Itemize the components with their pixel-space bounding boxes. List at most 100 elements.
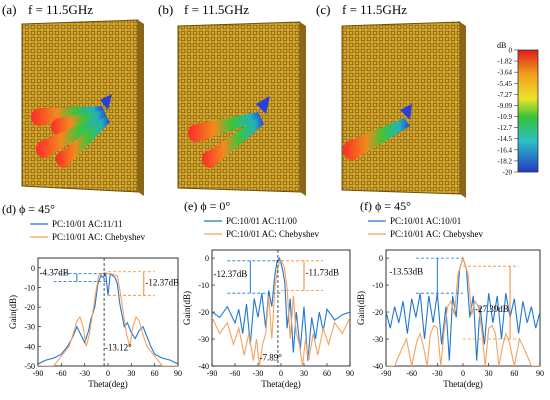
y-tick-label: -40 — [372, 362, 383, 371]
legend-entry: PC:10/01 AC:10/01 — [390, 216, 461, 226]
x-tick-label: 30 — [127, 369, 135, 378]
y-tick-label: -40 — [198, 362, 209, 371]
legend-entry: PC:10/01 AC: Chebyshev — [52, 232, 146, 242]
y-tick-label: -20 — [372, 308, 383, 317]
gain-plot-d: (d) ϕ = 45° PC:10/01 AC:11/11 PC:10/01 AC:… — [2, 202, 182, 389]
annotation-label: -13.53dB — [389, 266, 423, 276]
panel-b-3d-pattern: (b) f = 11.5GHz — [158, 2, 306, 196]
y-tick-label: -50 — [24, 362, 35, 371]
colorbar-tick-label: -16.4 — [497, 146, 512, 154]
x-tick-label: 0 — [106, 369, 110, 378]
y-axis-label: Gain(dB) — [356, 291, 366, 325]
colorbar-tick-label: -1.82 — [497, 58, 512, 66]
gain-plot-f: (f) ϕ = 45° PC:10/01 AC:10/01 PC:10/01 AC:… — [356, 199, 544, 389]
x-tick-label: 30 — [485, 369, 493, 378]
colorbar-tick-label: 0 — [509, 47, 513, 55]
annotation-label: -4.37dB — [40, 267, 69, 277]
colorbar-tick-label: -10.9 — [497, 113, 512, 121]
colorbar-gradient — [517, 49, 539, 173]
x-axis-label: Theta(deg) — [88, 379, 127, 389]
x-tick-label: -90 — [207, 369, 218, 378]
annotation-label: -12.37dB — [214, 269, 248, 279]
annotation-label: -12.37dB — [145, 277, 179, 287]
y-tick-label: -20 — [24, 303, 35, 312]
y-tick-label: -30 — [24, 323, 35, 332]
annotation-label: -7.89° — [260, 353, 283, 363]
x-tick-label: -60 — [56, 369, 67, 378]
annotation-label: -27.39dB — [475, 304, 509, 314]
y-tick-label: 0 — [379, 254, 383, 263]
x-tick-label: 30 — [300, 369, 308, 378]
colorbar-unit: dB — [497, 41, 506, 50]
colorbar-tick-label: -14.5 — [497, 135, 512, 143]
y-tick-label: -10 — [24, 283, 35, 292]
annotation-label: -11.73dB — [306, 268, 339, 278]
plot-title: (d) ϕ = 45° — [2, 202, 55, 216]
x-tick-label: -90 — [33, 369, 44, 378]
panel-c-frequency: f = 11.5GHz — [342, 2, 407, 17]
metasurface-array-a — [21, 19, 139, 193]
radiation-beams-b — [187, 96, 270, 169]
annotations-e: -12.37dB -11.73dB -7.89° — [214, 250, 339, 366]
legend-entry: PC:10/01 AC:11/11 — [52, 219, 123, 229]
plot-title: (e) ϕ = 0° — [184, 199, 230, 213]
y-tick-label: 0 — [205, 254, 209, 263]
radiation-beam-c — [342, 104, 412, 161]
x-tick-label: 90 — [174, 369, 182, 378]
panel-c-3d-pattern: (c) f = 11.5GHz — [316, 2, 466, 198]
colorbar-tick-label: -5.45 — [497, 80, 512, 88]
y-tick-label: -30 — [372, 335, 383, 344]
x-tick-label: -30 — [253, 369, 264, 378]
legend-entry: PC:10/01 AC: Chebyshev — [226, 229, 320, 239]
x-tick-label: 90 — [536, 369, 544, 378]
panel-a-frequency: f = 11.5GHz — [28, 2, 93, 17]
colorbar-tick-label: -20 — [503, 169, 513, 177]
array-edge-a — [138, 20, 144, 196]
panel-a-label: (a) — [2, 2, 16, 17]
array-edge-c — [460, 22, 466, 198]
metasurface-array-c — [341, 21, 461, 195]
x-tick-label: -60 — [406, 369, 417, 378]
series-line-2 — [38, 272, 178, 366]
panel-c-label: (c) — [316, 2, 330, 17]
y-tick-label: -30 — [198, 335, 209, 344]
annotations-d: -4.37dB -12.37dB -13.12° — [40, 258, 179, 366]
annotation-label: -13.12° — [105, 342, 132, 352]
panel-b-label: (b) — [158, 2, 173, 17]
series-line-1 — [212, 256, 350, 361]
x-axis-label: Theta(deg) — [443, 379, 482, 389]
array-edge-b — [300, 22, 306, 196]
colorbar-tick-label: -12.7 — [497, 124, 512, 132]
radiation-beams-a — [31, 94, 112, 169]
panel-b-frequency: f = 11.5GHz — [184, 2, 249, 17]
x-tick-label: -30 — [432, 369, 443, 378]
series-line-1 — [38, 272, 178, 365]
colorbar-tick-label: -18.2 — [497, 157, 512, 165]
x-axis-label: Theta(deg) — [261, 379, 300, 389]
x-tick-label: 60 — [151, 369, 159, 378]
x-tick-label: -30 — [79, 369, 90, 378]
x-tick-label: 60 — [323, 369, 331, 378]
y-tick-label: -10 — [372, 281, 383, 290]
x-tick-label: -60 — [230, 369, 241, 378]
x-tick-label: -90 — [381, 369, 392, 378]
x-tick-label: 0 — [279, 369, 283, 378]
plot-title: (f) ϕ = 45° — [360, 199, 411, 213]
y-tick-label: -10 — [198, 281, 209, 290]
colorbar-tick-label: -9.09 — [497, 102, 512, 110]
colorbar: dB 0 -1.82 -3.64 -5.45 -7.27 -9.09 -10.9 -12.7 -… — [497, 41, 539, 177]
y-tick-label: -20 — [198, 308, 209, 317]
metasurface-array-b — [177, 21, 301, 193]
x-tick-label: 90 — [346, 369, 354, 378]
y-axis-label: Gain(dB) — [8, 295, 18, 329]
y-tick-label: 0 — [31, 264, 35, 273]
legend-entry: PC:10/01 AC: Chebyshev — [390, 229, 484, 239]
x-tick-label: 0 — [461, 369, 465, 378]
gain-plot-e: (e) ϕ = 0° PC:10/01 AC:11/00 PC:10/01 AC: … — [182, 199, 354, 389]
x-tick-label: 60 — [510, 369, 518, 378]
annotations-f: -13.53dB -27.39dB — [389, 257, 519, 340]
colorbar-tick-label: -7.27 — [497, 91, 512, 99]
colorbar-tick-label: -3.64 — [497, 69, 512, 77]
panel-a-3d-pattern: (a) f = 11.5GHz — [2, 2, 144, 196]
